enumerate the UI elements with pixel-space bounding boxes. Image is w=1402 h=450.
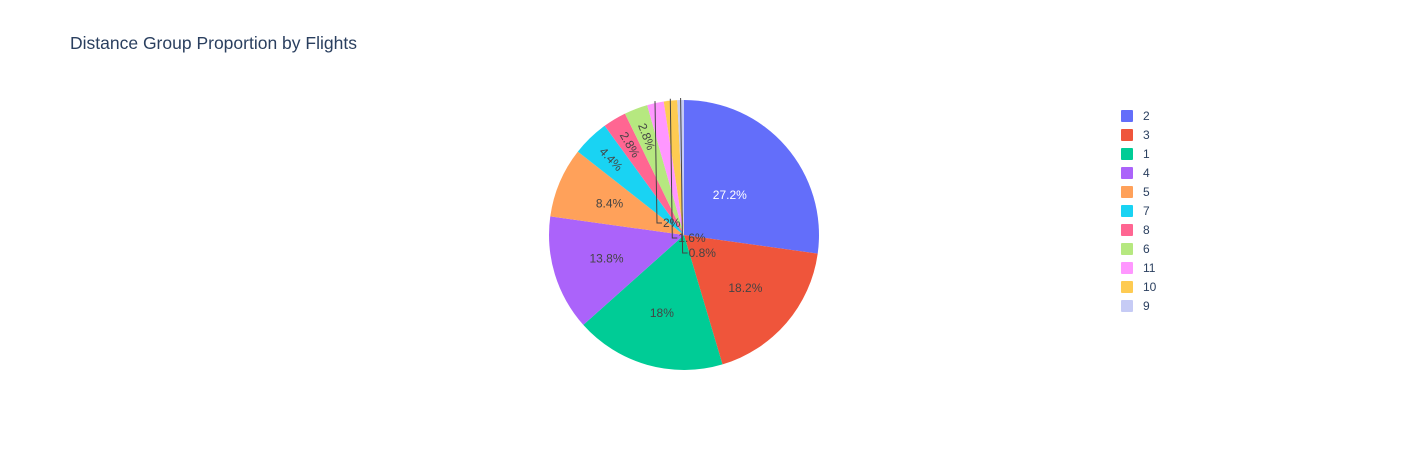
- pie-slice-10[interactable]: [663, 100, 684, 235]
- pie-slice-1[interactable]: [583, 235, 723, 370]
- legend-swatch: [1121, 147, 1133, 160]
- pie-slice-4[interactable]: [549, 216, 684, 325]
- legend-swatch: [1121, 185, 1133, 198]
- legend-item-1[interactable]: 1: [1121, 144, 1156, 163]
- legend-label: 7: [1143, 203, 1150, 218]
- slice-label-connector-11: [654, 101, 662, 224]
- legend-item-5[interactable]: 5: [1121, 182, 1156, 201]
- pie-slice-7[interactable]: [577, 125, 684, 235]
- pie-slice-3[interactable]: [684, 235, 818, 365]
- legend-swatch: [1121, 299, 1133, 312]
- legend: 2 3 1 4 5 7 8 6 11 10 9: [1121, 106, 1156, 315]
- slice-label-4: 13.8%: [589, 252, 623, 266]
- legend-item-9[interactable]: 9: [1121, 296, 1156, 315]
- legend-label: 6: [1143, 241, 1150, 256]
- chart-title: Distance Group Proportion by Flights: [70, 33, 357, 53]
- slice-label-5: 8.4%: [596, 196, 624, 210]
- legend-item-6[interactable]: 6: [1121, 239, 1156, 258]
- pie-slice-5[interactable]: [550, 151, 684, 235]
- legend-label: 2: [1143, 108, 1150, 123]
- legend-label: 8: [1143, 222, 1150, 237]
- legend-label: 4: [1143, 165, 1150, 180]
- legend-swatch: [1121, 204, 1133, 217]
- slice-label-10: 1.6%: [678, 231, 706, 245]
- pie-slice-8[interactable]: [604, 113, 684, 235]
- legend-swatch: [1121, 242, 1133, 255]
- legend-label: 3: [1143, 127, 1150, 142]
- slice-label-1: 18%: [650, 306, 674, 320]
- legend-label: 5: [1143, 184, 1150, 199]
- slice-label-11: 2%: [663, 216, 681, 230]
- legend-swatch: [1121, 223, 1133, 236]
- legend-item-2[interactable]: 2: [1121, 106, 1156, 125]
- legend-label: 1: [1143, 146, 1150, 161]
- pie-slice-11[interactable]: [647, 101, 684, 235]
- legend-item-3[interactable]: 3: [1121, 125, 1156, 144]
- legend-label: 10: [1143, 279, 1157, 294]
- legend-item-10[interactable]: 10: [1121, 277, 1156, 296]
- legend-swatch: [1121, 128, 1133, 141]
- legend-label: 11: [1143, 260, 1156, 275]
- slice-label-3: 18.2%: [728, 281, 762, 295]
- slice-label-connector-10: [669, 98, 678, 239]
- legend-swatch: [1121, 280, 1133, 293]
- legend-swatch: [1121, 166, 1133, 179]
- pie-slice-2[interactable]: [684, 100, 819, 254]
- legend-item-4[interactable]: 4: [1121, 163, 1156, 182]
- slice-label-9: 0.8%: [689, 246, 717, 260]
- pie-slice-6[interactable]: [624, 105, 684, 235]
- legend-item-7[interactable]: 7: [1121, 201, 1156, 220]
- legend-label: 9: [1143, 298, 1150, 313]
- slice-label-connector-9: [680, 97, 688, 254]
- legend-item-11[interactable]: 11: [1121, 258, 1156, 277]
- legend-item-8[interactable]: 8: [1121, 220, 1156, 239]
- legend-swatch: [1121, 261, 1133, 274]
- slice-label-2: 27.2%: [713, 188, 747, 202]
- legend-swatch: [1121, 109, 1133, 122]
